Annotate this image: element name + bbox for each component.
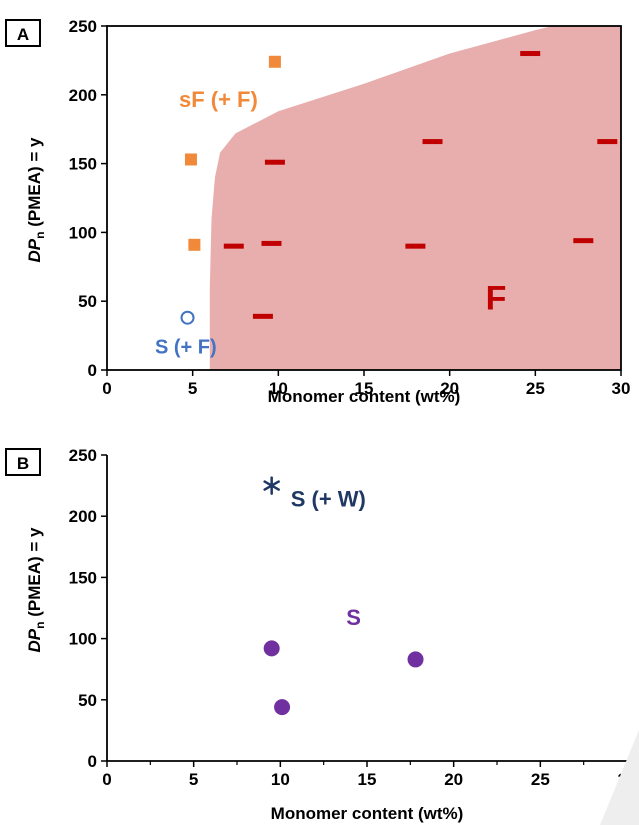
panel-a-point-f-0 bbox=[223, 243, 244, 249]
panel-a-region-label-1: S (+ F) bbox=[155, 336, 217, 358]
panel-b-y-tick-label-50: 50 bbox=[78, 691, 97, 710]
panel-a-point-s-f-0 bbox=[180, 310, 195, 325]
panel-b-y-tick-label-200: 200 bbox=[69, 507, 97, 526]
panel-a-x-tick-label-15: 15 bbox=[355, 379, 374, 398]
panel-b-y-tick-label-0: 0 bbox=[88, 752, 97, 771]
panel-a-point-f-5 bbox=[422, 139, 443, 145]
panel-a-x-tick-label-10: 10 bbox=[269, 379, 288, 398]
panel-b-x-tick-label-20: 20 bbox=[444, 770, 463, 789]
panel-a-point-f-3 bbox=[264, 159, 285, 165]
panel-b-x-tick-label-25: 25 bbox=[531, 770, 550, 789]
panel-a-point-f-1 bbox=[252, 313, 273, 319]
panel-b-y-tick-label-250: 250 bbox=[69, 446, 97, 465]
panel-a-point-sf-f-0 bbox=[184, 153, 197, 166]
panel-b-point-s-0 bbox=[263, 640, 280, 657]
panel-a-region-f bbox=[209, 26, 622, 370]
panel-b-x-tick-label-15: 15 bbox=[358, 770, 377, 789]
panel-a-point-f-4 bbox=[405, 243, 426, 249]
panel-b-x-tick-label-0: 0 bbox=[102, 770, 111, 789]
panel-a-y-axis-label-sub: n bbox=[33, 232, 47, 239]
panel-a-region-label-2: F bbox=[486, 279, 507, 317]
panel-a-point-sf-f-1 bbox=[188, 238, 201, 251]
panel-a-region-label-0: sF (+ F) bbox=[179, 87, 258, 112]
panel-a-x-axis-label: Monomer content (wt%) bbox=[268, 387, 461, 406]
panel-a-y-axis-label: DPn (PMEA) = y bbox=[25, 137, 47, 263]
panel-b-y-axis-label-sub: n bbox=[33, 622, 47, 629]
panel-b-plot: 051015202530050100150200250S (+ W)S bbox=[69, 446, 637, 789]
panel-a: A 0 5 10 15 20 25 30 0 50 100 150 200 250 sF (+ F) S (… bbox=[5, 17, 631, 406]
panel-b-point-s-w-0-stroke-2 bbox=[263, 480, 280, 491]
panel-b-point-s-2 bbox=[407, 651, 424, 668]
page-corner-decoration bbox=[600, 730, 639, 825]
panel-b-x-tick-label-10: 10 bbox=[271, 770, 290, 789]
panel-b-region-label-1: S bbox=[346, 605, 361, 630]
panel-b-y-axis-label-dp: DP bbox=[25, 628, 44, 652]
panel-a-y-tick-label-0: 0 bbox=[88, 361, 97, 380]
panel-a-plot: 0 5 10 15 20 25 30 0 50 100 150 200 250 sF (+ F) S (+ … bbox=[69, 17, 631, 398]
panel-b-y-axis-label: DPn (PMEA) = y bbox=[25, 527, 47, 653]
panel-a-label-box bbox=[5, 19, 41, 47]
panel-a-y-axis-label-rest: (PMEA) = y bbox=[25, 137, 44, 232]
panel-b-y-axis-label-rest: (PMEA) = y bbox=[25, 527, 44, 622]
panel-a-x-tick-label-30: 30 bbox=[612, 379, 631, 398]
panel-b-y-tick-label-150: 150 bbox=[69, 568, 97, 587]
panel-a-y-tick-label-50: 50 bbox=[78, 292, 97, 311]
panel-b-x-tick-label-5: 5 bbox=[189, 770, 198, 789]
panel-b-label-box bbox=[5, 448, 41, 476]
panel-a-point-f-8 bbox=[597, 139, 618, 145]
panel-b-point-s-w-0 bbox=[263, 476, 280, 495]
panel-a-y-tick-label-200: 200 bbox=[69, 86, 97, 105]
panel-a-y-tick-label-100: 100 bbox=[69, 223, 97, 242]
panel-a-point-f-2 bbox=[261, 240, 282, 246]
panel-a-label: A bbox=[17, 25, 29, 44]
panel-a-point-sf-f-2 bbox=[268, 55, 281, 68]
panel-b-y-tick-label-100: 100 bbox=[69, 630, 97, 649]
panel-a-y-axis-label-dp: DP bbox=[25, 238, 44, 262]
panel-a-point-f-7 bbox=[573, 238, 594, 244]
panel-a-y-tick-label-250: 250 bbox=[69, 17, 97, 36]
panel-a-x-tick-label-0: 0 bbox=[102, 379, 111, 398]
panel-b: B 051015202530050100150200250S (+ W)S Mo… bbox=[5, 446, 637, 823]
panel-a-x-tick-label-20: 20 bbox=[440, 379, 459, 398]
panel-b-point-s-1 bbox=[274, 699, 291, 716]
panel-a-y-tick-label-150: 150 bbox=[69, 155, 97, 174]
panel-a-x-tick-label-25: 25 bbox=[526, 379, 545, 398]
panel-b-label: B bbox=[17, 454, 29, 473]
panel-a-point-f-6 bbox=[520, 51, 541, 57]
panel-b-x-axis-label: Monomer content (wt%) bbox=[271, 804, 464, 823]
panel-a-x-tick-label-5: 5 bbox=[188, 379, 197, 398]
panel-b-region-label-0: S (+ W) bbox=[291, 486, 366, 511]
